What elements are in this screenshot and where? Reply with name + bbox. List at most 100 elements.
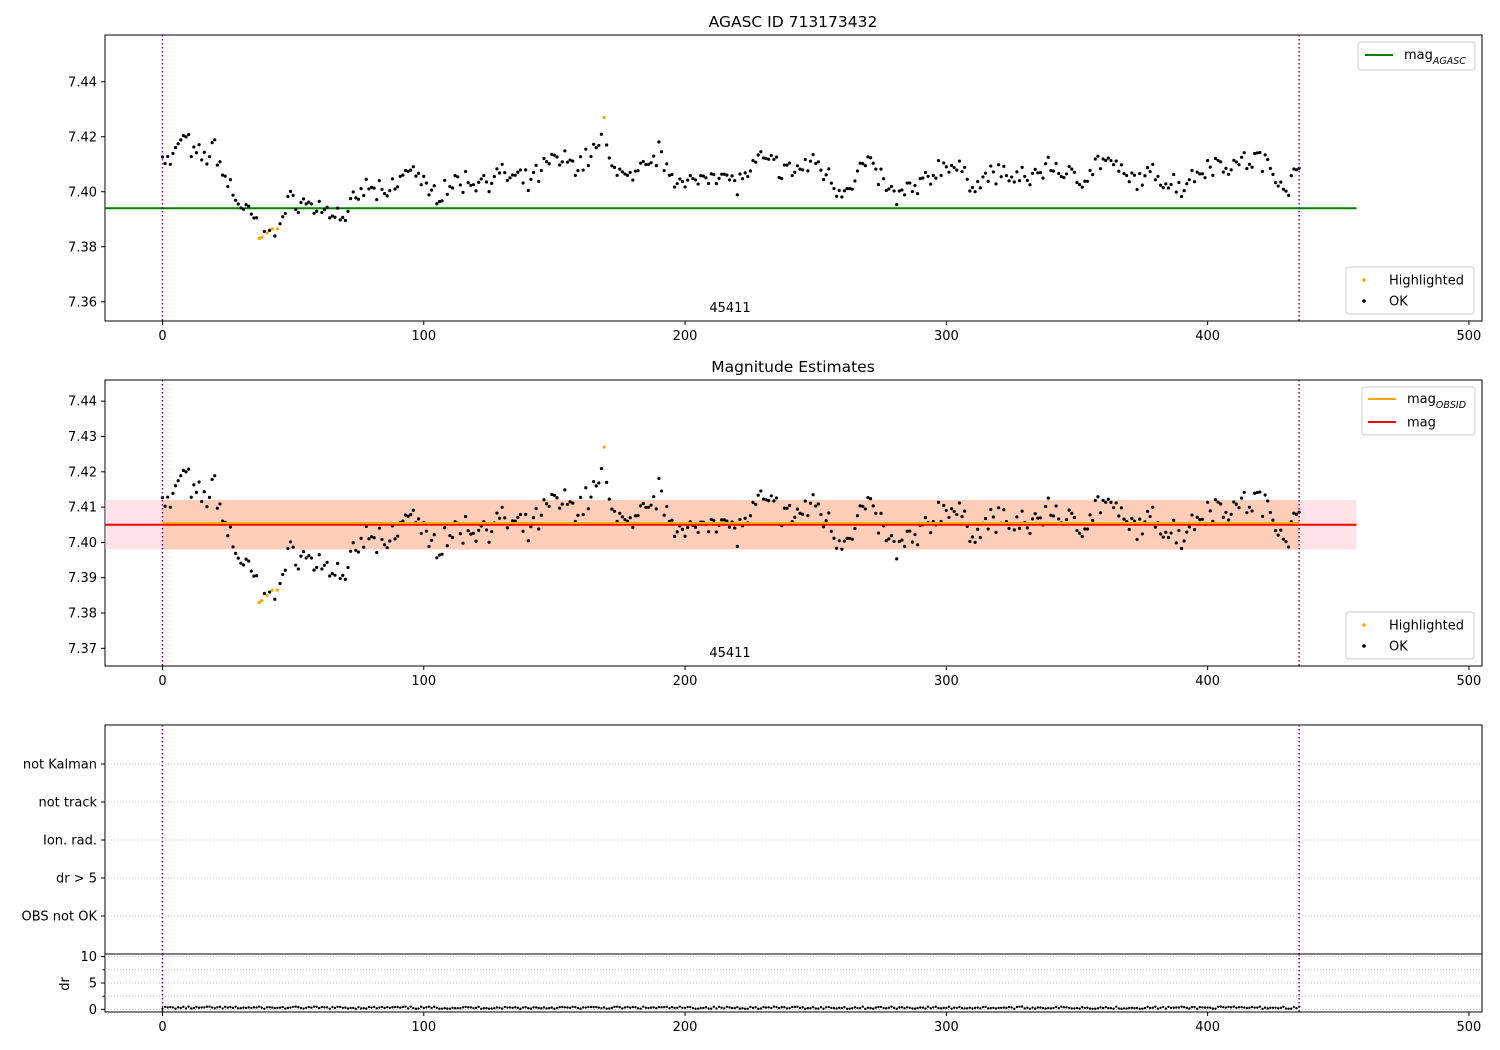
panel4-dr-point: [1182, 1005, 1186, 1009]
panel1-ok-point: [1279, 180, 1283, 184]
panel4-dr-point: [707, 1007, 710, 1010]
panel2-ok-point: [382, 543, 387, 547]
panel2-ok-point: [720, 518, 724, 522]
panel2-ok-point: [1093, 498, 1097, 503]
panel1-ok-point: [1030, 171, 1035, 176]
panel1-ok-point: [965, 177, 969, 181]
panel2-ok-point: [1057, 517, 1061, 521]
panel4-dr-point: [903, 1007, 906, 1010]
panel2-ok-point: [795, 507, 800, 511]
panel4-dr-point: [469, 1006, 473, 1009]
panel2-ok-point: [205, 505, 209, 509]
panel2-ok-point: [832, 536, 836, 540]
panel2-ok-point: [450, 535, 455, 540]
panel1-ok-point: [487, 190, 491, 194]
panel1-ok-point: [197, 143, 201, 147]
panel4-dr-point: [352, 1006, 355, 1010]
panel1-ok-point: [879, 167, 883, 171]
panel2-ok-point: [1216, 500, 1220, 504]
panel2-ok-point: [1294, 512, 1299, 516]
panel4-dr-point: [1104, 1005, 1107, 1009]
panel4-dr-point: [968, 1006, 972, 1009]
panel2-ok-point: [220, 519, 225, 523]
panel4-dr-point: [1232, 1005, 1235, 1008]
panel2-ok-point: [644, 505, 648, 510]
panel2-ok-point: [1260, 514, 1265, 518]
panel4-xtick-label: 0: [158, 1020, 166, 1035]
panel1-ok-point: [288, 189, 293, 193]
panel1-ok-point: [1221, 170, 1225, 174]
panel2-ok-point: [537, 527, 541, 531]
panel2-ok-point: [1028, 531, 1032, 536]
panel1-ok-point: [1080, 185, 1084, 189]
panel2-ok-point: [618, 511, 622, 515]
panel4-dr-point: [858, 1007, 862, 1010]
panel2-legend-mag-obsid-label-subscript: OBSID: [1436, 400, 1466, 411]
panel4-dr-point: [840, 1006, 844, 1010]
panel2-ok-point: [1221, 515, 1225, 519]
panel4-dr-point: [822, 1007, 825, 1010]
panel2-ok-point: [1075, 528, 1079, 533]
panel2-ok-point: [970, 535, 975, 539]
panel2-ok-point: [654, 507, 658, 511]
panel1-ok-point: [1093, 157, 1097, 161]
panel1-ok-point: [832, 186, 836, 191]
panel1-ok-point: [631, 178, 635, 182]
panel2-ok-point: [367, 537, 371, 541]
panel4-dr-point: [291, 1005, 295, 1008]
panel2-ok-point: [458, 532, 462, 536]
panel4-dr-point: [871, 1007, 875, 1010]
panel1-ok-point: [492, 175, 496, 179]
panel2-ok-point: [320, 567, 324, 571]
panel1-ok-point: [586, 163, 590, 168]
panel1-ok-point: [1179, 194, 1184, 199]
panel1-ok-point: [1247, 162, 1252, 166]
panel1-ok-point: [511, 173, 515, 177]
panel1-ok-point: [375, 197, 379, 202]
panel1-ok-point: [1266, 157, 1270, 162]
panel2-ok-point: [824, 519, 828, 523]
panel4-dr-point: [851, 1007, 854, 1010]
panel4-dr-point: [973, 1006, 977, 1010]
panel2-ok-point: [362, 545, 366, 549]
panel1-ok-point: [1242, 151, 1246, 155]
panel2-ok-point: [1033, 512, 1037, 516]
panel2-ok-point: [184, 470, 188, 474]
panel1-ok-point: [1182, 189, 1186, 193]
panel4-dr-point: [419, 1005, 423, 1008]
panel4-dr-point: [796, 1005, 799, 1008]
panel1-ok-point: [244, 203, 248, 207]
panel4-dr-point: [600, 1007, 603, 1010]
panel4-dr-point: [702, 1006, 705, 1010]
panel1-ok-point: [401, 173, 405, 177]
panel4-dr-point: [1266, 1007, 1269, 1010]
panel4-dr-point: [372, 1005, 376, 1009]
panel1-ok-point: [565, 160, 570, 164]
panel1-ok-point: [354, 196, 358, 200]
panel2-ok-point: [369, 535, 374, 539]
panel4-dr-point: [986, 1007, 990, 1010]
panel4-dr-point: [589, 1005, 593, 1009]
panel2-ok-point: [929, 531, 933, 535]
panel1-ok-point: [283, 211, 287, 216]
panel2-ok-point: [375, 550, 379, 555]
panel2-ok-point: [1174, 541, 1178, 545]
panel1-ok-point: [477, 180, 481, 184]
panel4-dr-point: [861, 1005, 864, 1008]
panel2-ok-point: [388, 539, 392, 543]
panel1-ok-point: [592, 142, 596, 146]
panel1-ok-point: [406, 169, 410, 173]
panel4-dr-point: [738, 1007, 742, 1010]
panel4-dr-point: [242, 1006, 245, 1009]
panel1-ok-point: [835, 194, 839, 198]
panel1-ok-point: [1177, 180, 1181, 185]
panel1-ok-point: [453, 174, 457, 178]
panel1-ok-point: [889, 184, 894, 189]
panel4-dr-point: [908, 1006, 911, 1010]
panel4-dr-point: [783, 1006, 786, 1009]
panel4-dr-point: [547, 1006, 551, 1010]
panel2-ok-point: [848, 536, 852, 540]
panel4-dr-point: [864, 1007, 867, 1011]
panel4-dr-point: [937, 1006, 940, 1010]
panel4-dr-point: [1000, 1006, 1003, 1010]
